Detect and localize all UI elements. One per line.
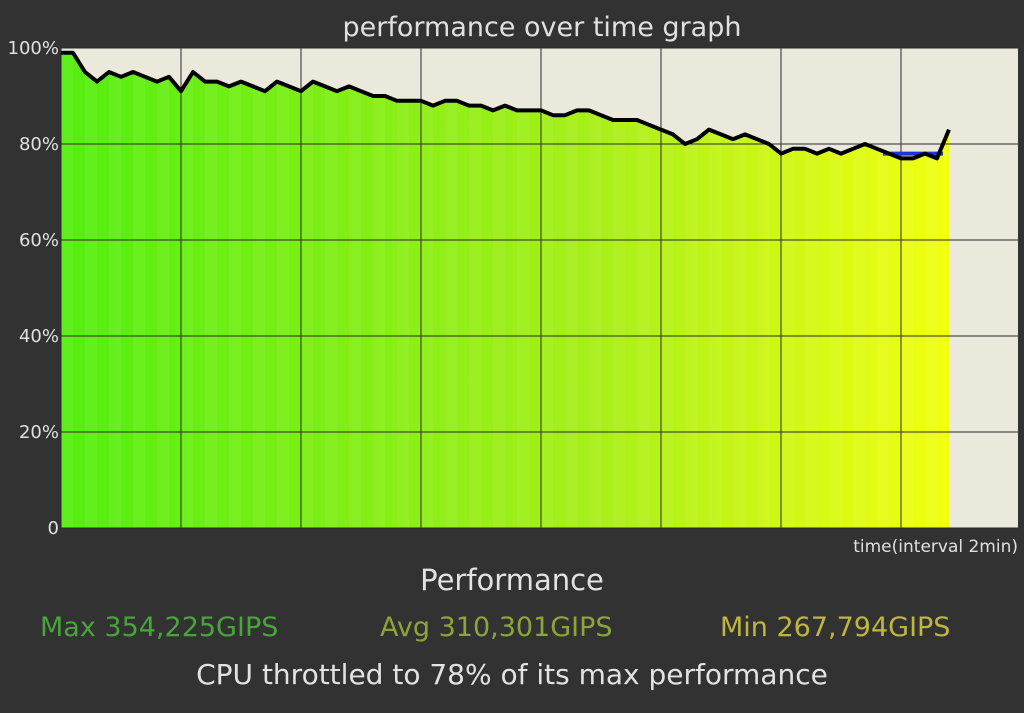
area-series-fill [61,52,949,529]
area-stripe [253,86,265,529]
area-stripe [733,134,745,528]
area-stripe [685,139,697,528]
area-stripe [757,139,769,528]
area-stripe [805,148,817,529]
area-stripe [637,120,649,528]
area-stripe [85,72,97,528]
area-stripe [541,110,553,529]
area-stripe [613,120,625,528]
y-tick-label: 40% [19,326,59,347]
area-stripe [493,105,505,528]
area-stripe [229,81,241,528]
avg-performance: Avg 310,301GIPS [380,612,613,643]
area-stripe [661,129,673,528]
area-stripe [277,81,289,528]
y-tick-label: 60% [19,230,59,251]
y-tick-label: 0 [48,518,59,539]
area-stripe [61,52,73,529]
chart-title: performance over time graph [342,12,742,43]
area-stripe [901,158,913,528]
area-stripe [133,72,145,528]
performance-line [61,50,951,161]
min-performance: Min 267,794GIPS [720,612,951,643]
x-axis-label: time(interval 2min) [853,537,1018,557]
y-tick-label: 80% [19,134,59,155]
area-stripe [181,72,193,528]
area-stripe [925,153,937,528]
area-stripe [325,86,337,529]
area-stripe [565,110,577,529]
grid-lines [60,47,1018,529]
area-stripe [469,105,481,528]
performance-chart: 0 20% 40% 60% 80% 100% time(interval 2min) [8,38,1018,557]
y-axis-ticks: 0 20% 40% 60% 80% 100% [8,38,59,539]
area-stripe [397,100,409,529]
max-performance: Max 354,225GIPS [40,612,279,643]
area-stripe [445,100,457,529]
area-stripe [205,81,217,528]
area-stripe [421,100,433,529]
area-stripe [109,72,121,528]
area-stripe [781,148,793,529]
area-stripe [349,86,361,529]
area-stripe [829,148,841,529]
y-tick-label: 20% [19,422,59,443]
area-stripe [157,76,169,529]
y-tick-label: 100% [8,38,59,59]
throttle-summary: CPU throttled to 78% of its max performa… [196,658,828,691]
area-stripe [877,148,889,529]
area-stripe [301,81,313,528]
area-stripe [373,96,385,528]
area-stripe [589,110,601,529]
area-stripe [709,129,721,528]
performance-heading: Performance [420,563,604,597]
area-stripe [517,110,529,529]
